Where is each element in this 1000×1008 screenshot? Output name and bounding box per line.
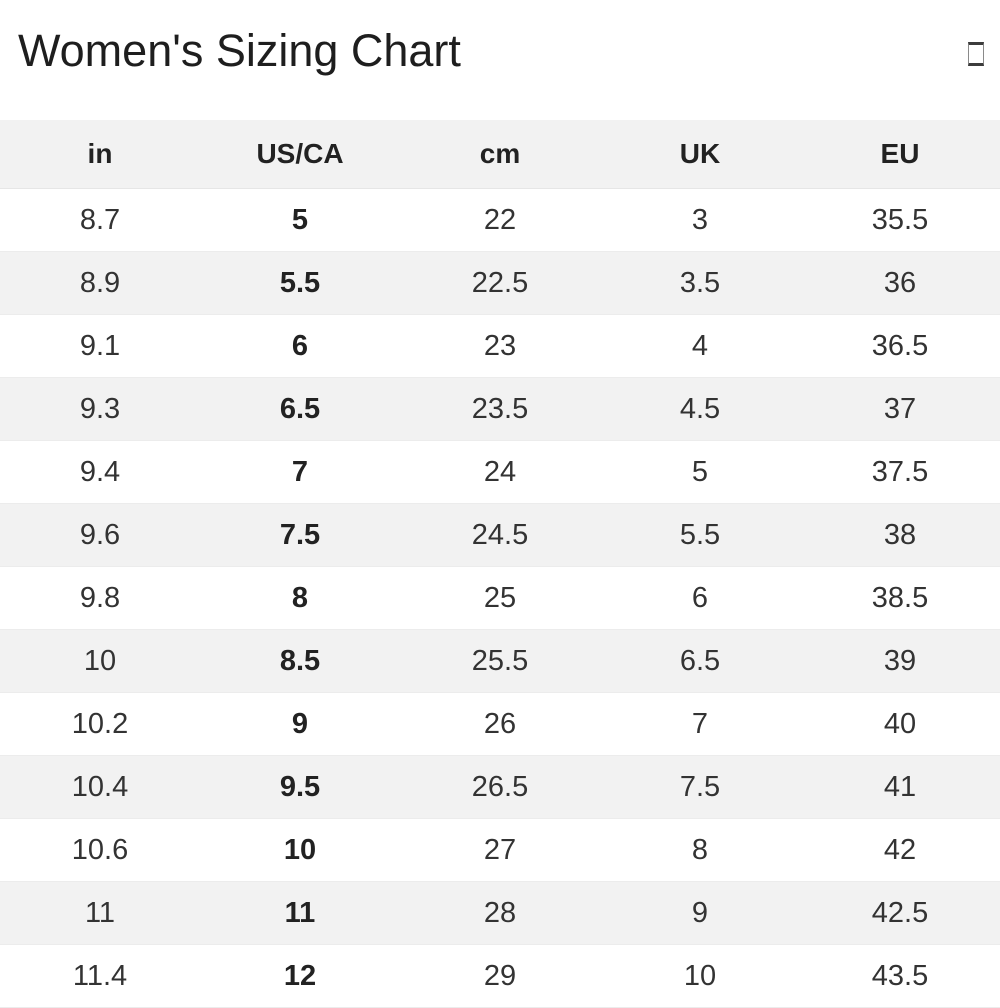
cell-eu: 43.5 bbox=[800, 944, 1000, 1008]
cell-cm: 28 bbox=[400, 881, 600, 945]
table-row: 10.6 10 27 8 42 bbox=[0, 818, 1000, 882]
cell-in: 9.3 bbox=[0, 377, 200, 441]
cell-eu: 41 bbox=[800, 755, 1000, 819]
sizing-table-body: 8.7 5 22 3 35.5 8.9 5.5 22.5 3.5 36 9.1 6 23 4 36.5 9.3… bbox=[0, 188, 1000, 1008]
cell-eu: 40 bbox=[800, 692, 1000, 756]
cell-in: 10 bbox=[0, 629, 200, 693]
cell-uk: 6 bbox=[600, 566, 800, 630]
cell-in: 9.1 bbox=[0, 314, 200, 378]
cell-eu: 42.5 bbox=[800, 881, 1000, 945]
cell-uk: 3.5 bbox=[600, 251, 800, 315]
cell-uk: 5.5 bbox=[600, 503, 800, 567]
table-row: 9.8 8 25 6 38.5 bbox=[0, 566, 1000, 630]
cell-eu: 38 bbox=[800, 503, 1000, 567]
cell-eu: 39 bbox=[800, 629, 1000, 693]
table-row: 9.4 7 24 5 37.5 bbox=[0, 440, 1000, 504]
cell-in: 10.6 bbox=[0, 818, 200, 882]
cell-in: 11.4 bbox=[0, 944, 200, 1008]
cell-us-ca: 12 bbox=[200, 944, 400, 1008]
cell-cm: 26.5 bbox=[400, 755, 600, 819]
square-glyph-icon[interactable] bbox=[968, 42, 984, 66]
cell-cm: 29 bbox=[400, 944, 600, 1008]
column-header-uk: UK bbox=[600, 120, 800, 189]
table-row: 8.9 5.5 22.5 3.5 36 bbox=[0, 251, 1000, 315]
cell-us-ca: 7.5 bbox=[200, 503, 400, 567]
table-row: 10.2 9 26 7 40 bbox=[0, 692, 1000, 756]
page-title: Women's Sizing Chart bbox=[18, 25, 461, 76]
cell-eu: 37 bbox=[800, 377, 1000, 441]
cell-us-ca: 11 bbox=[200, 881, 400, 945]
cell-cm: 23 bbox=[400, 314, 600, 378]
cell-cm: 23.5 bbox=[400, 377, 600, 441]
cell-cm: 25.5 bbox=[400, 629, 600, 693]
cell-cm: 27 bbox=[400, 818, 600, 882]
table-row: 9.1 6 23 4 36.5 bbox=[0, 314, 1000, 378]
cell-us-ca: 7 bbox=[200, 440, 400, 504]
cell-in: 8.9 bbox=[0, 251, 200, 315]
cell-in: 10.2 bbox=[0, 692, 200, 756]
cell-eu: 42 bbox=[800, 818, 1000, 882]
cell-eu: 36.5 bbox=[800, 314, 1000, 378]
sizing-table: in US/CA cm UK EU 8.7 5 22 3 35.5 8.9 5.5 22.5 3.5 36… bbox=[0, 120, 1000, 1008]
cell-us-ca: 9 bbox=[200, 692, 400, 756]
cell-us-ca: 5 bbox=[200, 188, 400, 252]
cell-cm: 22.5 bbox=[400, 251, 600, 315]
cell-uk: 5 bbox=[600, 440, 800, 504]
column-header-us-ca: US/CA bbox=[200, 120, 400, 189]
cell-in: 9.6 bbox=[0, 503, 200, 567]
cell-eu: 38.5 bbox=[800, 566, 1000, 630]
table-row: 8.7 5 22 3 35.5 bbox=[0, 188, 1000, 252]
cell-cm: 25 bbox=[400, 566, 600, 630]
table-row: 11.4 12 29 10 43.5 bbox=[0, 944, 1000, 1008]
cell-in: 9.8 bbox=[0, 566, 200, 630]
cell-eu: 36 bbox=[800, 251, 1000, 315]
cell-in: 10.4 bbox=[0, 755, 200, 819]
cell-uk: 3 bbox=[600, 188, 800, 252]
table-row: 11 11 28 9 42.5 bbox=[0, 881, 1000, 945]
table-row: 9.3 6.5 23.5 4.5 37 bbox=[0, 377, 1000, 441]
cell-uk: 9 bbox=[600, 881, 800, 945]
column-header-in: in bbox=[0, 120, 200, 189]
cell-uk: 7.5 bbox=[600, 755, 800, 819]
cell-cm: 22 bbox=[400, 188, 600, 252]
table-row: 10 8.5 25.5 6.5 39 bbox=[0, 629, 1000, 693]
cell-eu: 35.5 bbox=[800, 188, 1000, 252]
cell-us-ca: 6.5 bbox=[200, 377, 400, 441]
cell-cm: 26 bbox=[400, 692, 600, 756]
sizing-table-header-row: in US/CA cm UK EU bbox=[0, 120, 1000, 189]
cell-uk: 7 bbox=[600, 692, 800, 756]
cell-us-ca: 10 bbox=[200, 818, 400, 882]
cell-cm: 24 bbox=[400, 440, 600, 504]
cell-uk: 4 bbox=[600, 314, 800, 378]
cell-us-ca: 8.5 bbox=[200, 629, 400, 693]
cell-in: 11 bbox=[0, 881, 200, 945]
cell-us-ca: 5.5 bbox=[200, 251, 400, 315]
cell-uk: 4.5 bbox=[600, 377, 800, 441]
cell-in: 8.7 bbox=[0, 188, 200, 252]
cell-uk: 10 bbox=[600, 944, 800, 1008]
cell-us-ca: 9.5 bbox=[200, 755, 400, 819]
chart-header: Women's Sizing Chart bbox=[0, 0, 1000, 120]
cell-us-ca: 6 bbox=[200, 314, 400, 378]
table-row: 10.4 9.5 26.5 7.5 41 bbox=[0, 755, 1000, 819]
cell-uk: 8 bbox=[600, 818, 800, 882]
cell-cm: 24.5 bbox=[400, 503, 600, 567]
cell-in: 9.4 bbox=[0, 440, 200, 504]
cell-eu: 37.5 bbox=[800, 440, 1000, 504]
column-header-eu: EU bbox=[800, 120, 1000, 189]
column-header-cm: cm bbox=[400, 120, 600, 189]
table-row: 9.6 7.5 24.5 5.5 38 bbox=[0, 503, 1000, 567]
cell-us-ca: 8 bbox=[200, 566, 400, 630]
cell-uk: 6.5 bbox=[600, 629, 800, 693]
